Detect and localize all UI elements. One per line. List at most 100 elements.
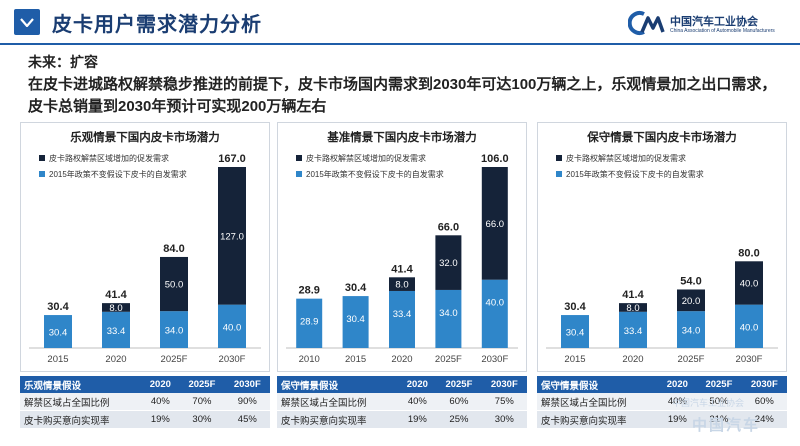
table-row: 解禁区域占全国比例 40% 70% 90%: [20, 393, 270, 411]
legend-label: 皮卡路权解禁区域增加的促发需求: [306, 153, 426, 163]
bar-label: 20.0: [682, 296, 701, 307]
bar-label: 34.0: [165, 326, 184, 337]
legend-swatch: [296, 171, 302, 177]
assumption-table-baseline: 保守情景假设 2020 2025F 2030F 解禁区域占全国比例 40% 60…: [277, 376, 527, 429]
table-header: 乐观情景假设: [20, 376, 142, 393]
bar-top: [160, 256, 188, 312]
x-tick-label: 2025F: [678, 354, 705, 365]
total-label: 84.0: [163, 243, 184, 255]
bar-base: [218, 304, 246, 348]
caam-logo-icon: [628, 11, 665, 35]
bar-top: [435, 235, 462, 290]
table-cell: 45%: [224, 410, 270, 429]
bar-top: [677, 289, 705, 312]
table-cell: 19%: [141, 410, 180, 429]
bar-base: [435, 289, 462, 348]
table-cell: 25%: [436, 410, 482, 429]
table-cell: 40%: [141, 393, 180, 411]
table-header: 2025F: [436, 376, 482, 393]
legend-swatch: [556, 171, 562, 177]
assumption-table-optimistic: 乐观情景假设 2020 2025F 2030F 解禁区域占全国比例 40% 70…: [20, 376, 270, 429]
table-cell: 解禁区域占全国比例: [277, 393, 399, 411]
bar-top: [102, 303, 130, 312]
chart-panel-conservative: 保守情景下国内皮卡市场潜力 皮卡路权解禁区域增加的促发需求 2015年政策不变假设下…: [537, 122, 787, 372]
bar-base: [389, 290, 415, 348]
total-label: 28.9: [298, 285, 319, 297]
table-header: 保守情景假设: [537, 376, 659, 393]
table-header: 2020: [141, 376, 180, 393]
watermark: 中国汽车: [692, 417, 761, 434]
legend-swatch: [296, 155, 302, 161]
legend-swatch: [39, 155, 45, 161]
bar-label: 28.9: [300, 317, 319, 328]
logo: 中国汽车工业协会 China Association of Automobile…: [622, 9, 792, 39]
x-tick-label: 2030F: [219, 354, 246, 365]
bar-label: 30.4: [566, 328, 585, 339]
total-label: 41.4: [622, 289, 644, 301]
x-tick-label: 2010: [299, 354, 320, 365]
bar-label: 8.0: [109, 303, 122, 314]
header: 皮卡用户需求潜力分析 中国汽车工业协会 China Association of…: [0, 0, 800, 45]
x-tick-label: 2020: [105, 354, 126, 365]
table-header: 2030F: [481, 376, 527, 393]
table-cell: 40%: [398, 393, 437, 411]
chart-title: 乐观情景下国内皮卡市场潜力: [70, 130, 220, 144]
table-cell: 90%: [224, 393, 270, 411]
x-tick-label: 2030F: [481, 354, 508, 365]
table-cell: 60%: [741, 393, 787, 411]
table-row: 皮卡购买意向实现率 19% 30% 45%: [20, 410, 270, 429]
table-header: 2030F: [741, 376, 787, 393]
bar-label: 8.0: [395, 280, 408, 291]
bar-label: 33.4: [393, 309, 412, 320]
total-label: 41.4: [105, 289, 127, 301]
total-label: 30.4: [345, 282, 367, 294]
total-label: 66.0: [438, 221, 459, 233]
bar-top: [735, 261, 763, 305]
table-cell: 70%: [179, 393, 225, 411]
x-tick-label: 2025F: [161, 354, 188, 365]
total-label: 30.4: [564, 301, 586, 313]
bar-top: [389, 277, 415, 291]
table-cell: 50%: [696, 393, 742, 411]
table-row: 解禁区域占全国比例 40% 50% 60%: [537, 393, 787, 411]
bar-label: 32.0: [439, 258, 458, 269]
table-cell: 24%: [741, 410, 787, 429]
table-cell: 皮卡购买意向实现率: [20, 410, 142, 429]
table-cell: 30%: [179, 410, 225, 429]
bar-base: [102, 311, 130, 348]
table-header: 2020: [658, 376, 697, 393]
table-cell: 解禁区域占全国比例: [537, 393, 659, 411]
table-row: 皮卡购买意向实现率 19% 25% 30%: [277, 410, 527, 429]
bar-base: [481, 279, 508, 348]
bar-label: 40.0: [740, 278, 759, 289]
bar-label: 34.0: [682, 326, 701, 337]
bar-base: [342, 296, 369, 348]
bar-label: 40.0: [486, 298, 505, 309]
table-header: 2025F: [179, 376, 225, 393]
table-row: 皮卡购买意向实现率 19% 21% 24%: [537, 410, 787, 429]
chart-title: 基准情景下国内皮卡市场潜力: [326, 130, 477, 144]
table-cell: 40%: [658, 393, 697, 411]
table-header: 保守情景假设: [277, 376, 399, 393]
bar-base: [561, 315, 589, 348]
table-cell: 皮卡购买意向实现率: [277, 410, 399, 429]
bar-top: [218, 167, 246, 305]
logo-text: 中国汽车工业协会: [670, 16, 758, 28]
table-row: 解禁区域占全国比例 40% 60% 75%: [277, 393, 527, 411]
bar-base: [619, 311, 647, 348]
legend-label: 2015年政策不变假设下皮卡的自发需求: [49, 169, 187, 179]
total-label: 80.0: [738, 247, 759, 259]
bar-label: 34.0: [439, 308, 458, 319]
x-tick-label: 2030F: [736, 354, 763, 365]
bar-label: 33.4: [624, 326, 643, 337]
legend-label: 2015年政策不变假设下皮卡的自发需求: [566, 169, 704, 179]
bar-label: 40.0: [740, 322, 759, 333]
table-header-row: 保守情景假设 2020 2025F 2030F: [537, 376, 787, 393]
table-header: 2020: [398, 376, 437, 393]
table-cell: 75%: [481, 393, 527, 411]
chart-title: 保守情景下国内皮卡市场潜力: [586, 130, 737, 144]
total-label: 30.4: [47, 301, 69, 313]
logo-subtext: China Association of Automobile Manufact…: [670, 28, 775, 34]
table-cell: 30%: [481, 410, 527, 429]
